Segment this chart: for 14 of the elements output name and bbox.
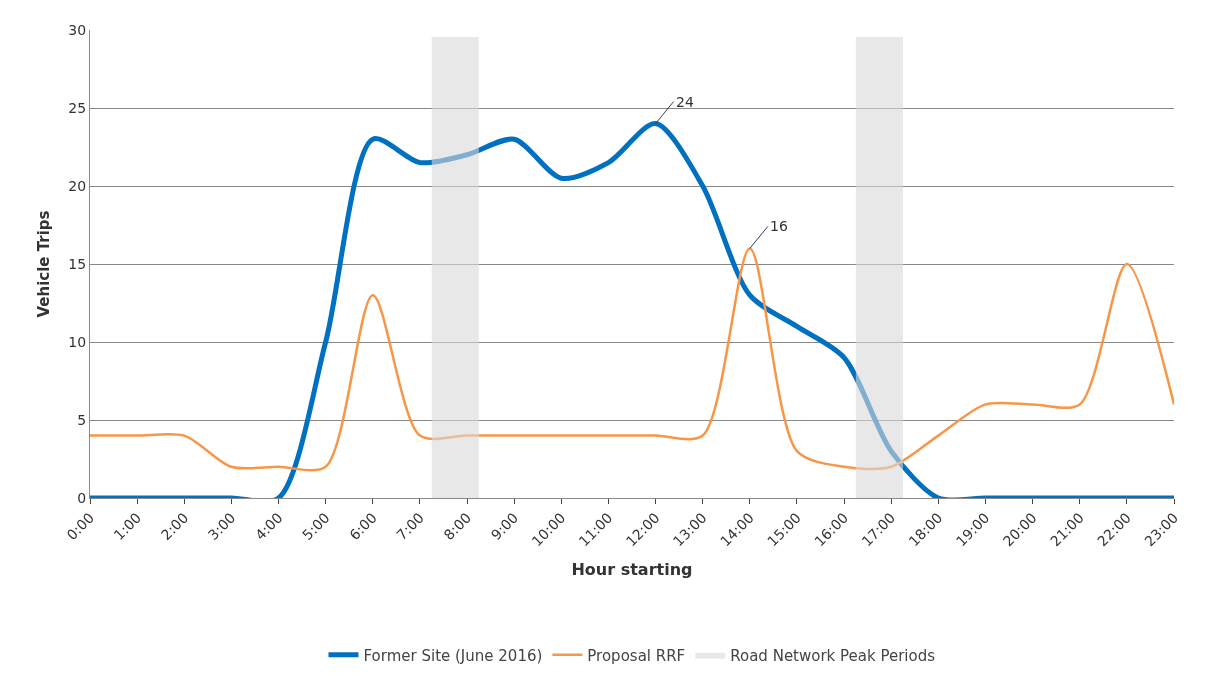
y-axis-title: Vehicle Trips xyxy=(34,210,53,318)
x-axis-title: Hour starting xyxy=(571,560,693,580)
y-tick-label: 0 xyxy=(77,489,87,506)
annotation: 16 xyxy=(770,218,788,234)
legend-label: Former Site (June 2016) xyxy=(363,646,543,665)
y-tick-label: 25 xyxy=(68,99,87,116)
y-tick-label: 20 xyxy=(68,177,87,194)
annotation: 24 xyxy=(676,94,694,110)
y-tick-label: 15 xyxy=(68,255,87,272)
y-tick-label: 10 xyxy=(68,333,87,350)
legend-label: Road Network Peak Periods xyxy=(730,646,936,665)
y-tick-label: 30 xyxy=(68,21,87,38)
y-tick-label: 5 xyxy=(77,411,87,428)
legend-label: Proposal RRF xyxy=(587,646,686,665)
